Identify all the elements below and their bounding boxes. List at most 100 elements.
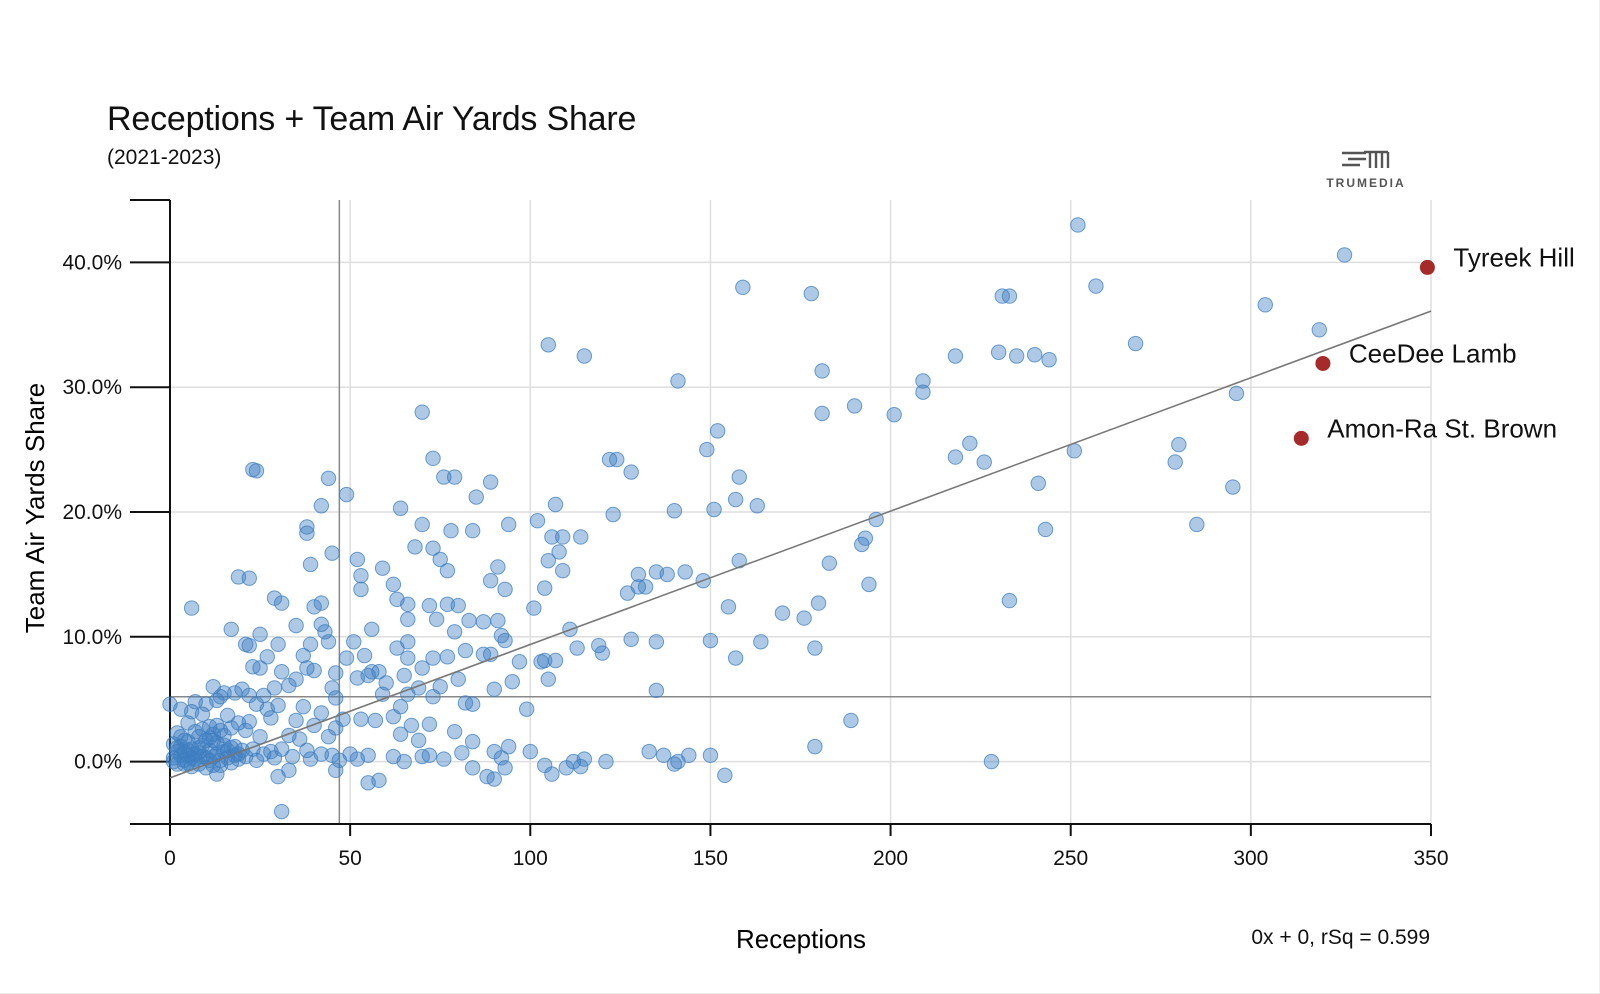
- data-point: [454, 745, 470, 761]
- data-point: [915, 384, 931, 400]
- y-axis-label: Team Air Yards Share: [20, 383, 50, 634]
- data-point: [299, 742, 315, 759]
- x-axis-label: Receptions: [736, 924, 866, 954]
- data-point: [436, 469, 452, 485]
- data-point: [400, 596, 416, 613]
- data-point: [162, 696, 178, 712]
- data-point: [328, 690, 344, 706]
- highlight-point: [1419, 259, 1435, 275]
- axes: [130, 199, 1432, 836]
- trumedia-logo-icon: [1318, 148, 1414, 175]
- data-point: [385, 708, 402, 725]
- x-tick-label: 0: [164, 847, 176, 870]
- data-point: [594, 645, 611, 661]
- data-point: [540, 337, 556, 353]
- data-point: [396, 753, 412, 770]
- data-point: [641, 743, 657, 760]
- data-point: [425, 450, 441, 467]
- data-point: [414, 660, 430, 676]
- data-point: [306, 599, 322, 615]
- data-point: [522, 743, 538, 760]
- data-point: [796, 610, 812, 626]
- x-tick-label: 150: [693, 847, 728, 870]
- data-point: [947, 449, 964, 465]
- data-point: [205, 757, 221, 774]
- data-point: [576, 348, 593, 364]
- data-point: [349, 751, 366, 767]
- trendline-path: [169, 310, 1432, 779]
- highlight-label: Amon-Ra St. Brown: [1327, 413, 1557, 443]
- data-point: [295, 647, 312, 664]
- tick-labels: 0 50 100 150 200 250 300 350 0.0% 10.0% 20.0% 30.0%…: [62, 251, 1448, 870]
- data-point: [223, 621, 239, 638]
- data-point: [328, 665, 344, 681]
- data-point: [302, 556, 319, 573]
- data-point: [324, 680, 340, 696]
- data-point: [720, 599, 737, 615]
- data-point: [367, 712, 384, 729]
- data-point: [273, 595, 290, 611]
- data-point: [1167, 454, 1183, 470]
- data-point: [446, 624, 463, 640]
- data-point: [699, 441, 715, 458]
- data-point: [637, 579, 654, 595]
- data-point: [295, 698, 312, 715]
- data-point: [655, 747, 672, 764]
- x-tick-label: 250: [1053, 847, 1088, 870]
- data-point: [464, 733, 481, 750]
- data-point: [414, 516, 430, 533]
- data-point: [353, 567, 369, 584]
- x-tick-label: 100: [513, 847, 548, 870]
- data-point: [547, 652, 564, 669]
- data-point: [306, 717, 322, 734]
- reference-lines: [170, 200, 1431, 824]
- chart-subtitle: (2021-2023): [107, 146, 222, 169]
- data-point: [702, 632, 719, 649]
- data-point: [364, 621, 380, 638]
- data-point: [421, 597, 438, 614]
- data-point: [1030, 475, 1046, 491]
- data-point: [555, 529, 571, 545]
- data-point: [544, 529, 560, 545]
- data-point: [749, 498, 765, 514]
- data-point: [807, 738, 823, 755]
- data-point: [486, 681, 502, 697]
- data-point: [403, 717, 420, 734]
- data-point: [324, 545, 340, 561]
- data-point: [400, 650, 416, 666]
- data-point: [270, 636, 286, 652]
- x-tick-label: 300: [1233, 847, 1268, 870]
- data-point: [623, 464, 639, 480]
- data-point: [425, 689, 441, 705]
- data-point: [414, 748, 430, 765]
- data-point: [1127, 335, 1144, 352]
- data-point: [259, 649, 275, 665]
- data-point: [947, 348, 964, 364]
- data-point: [219, 707, 236, 724]
- data-point: [313, 595, 330, 611]
- data-point: [313, 616, 330, 633]
- data-point: [536, 580, 553, 596]
- data-point: [518, 701, 535, 717]
- data-point: [288, 617, 304, 634]
- data-point: [299, 519, 315, 535]
- data-point: [353, 581, 369, 598]
- data-point: [241, 713, 257, 730]
- data-point: [461, 612, 477, 629]
- highlight-point: [1293, 430, 1309, 446]
- data-point: [861, 576, 877, 593]
- data-point: [990, 344, 1007, 360]
- data-point: [666, 756, 683, 772]
- data-point: [320, 470, 337, 487]
- data-point: [1037, 521, 1054, 538]
- data-point: [360, 667, 376, 684]
- data-point: [670, 373, 686, 389]
- data-point: [511, 654, 528, 670]
- data-point: [576, 751, 593, 767]
- data-point: [821, 555, 838, 571]
- data-point: [349, 551, 366, 568]
- data-point: [414, 404, 430, 420]
- data-point: [270, 697, 286, 714]
- data-point: [551, 544, 567, 560]
- data-point: [443, 523, 459, 539]
